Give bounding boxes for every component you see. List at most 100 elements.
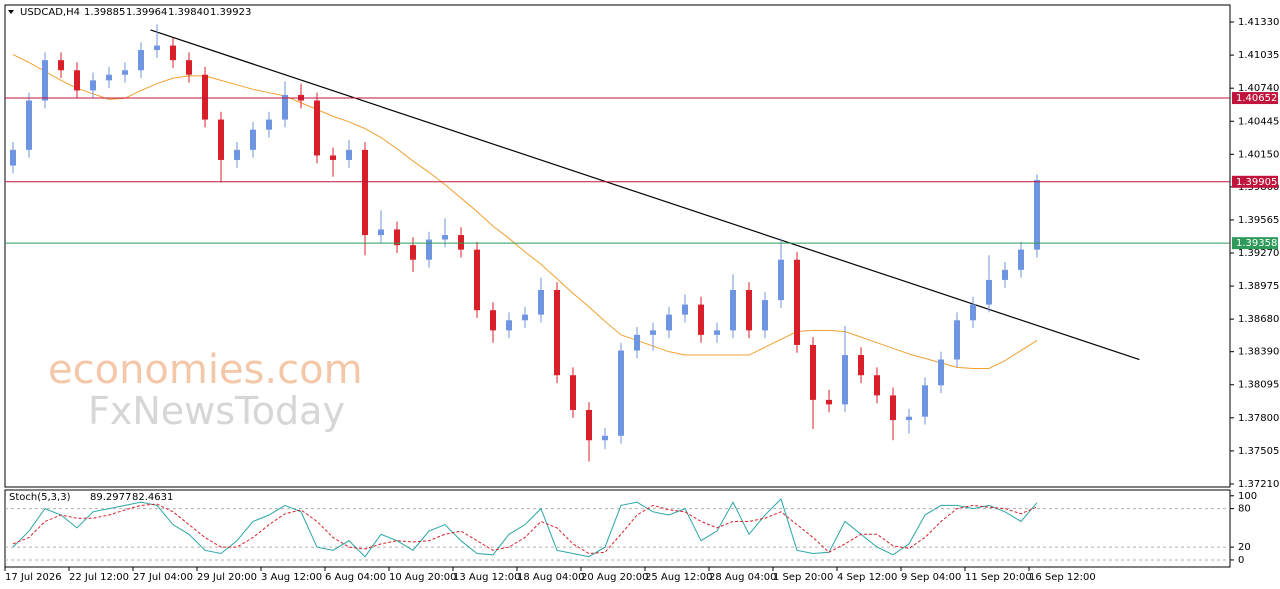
candle-body	[970, 304, 976, 321]
candle-body	[906, 416, 912, 421]
candle-body	[122, 70, 128, 75]
y-tick-label: 1.38680	[1238, 314, 1279, 325]
watermark: FxNewsToday	[88, 389, 345, 433]
candle-body	[138, 50, 144, 71]
stoch-pane	[4, 489, 1231, 568]
candle-body	[666, 314, 672, 331]
moving-average	[12, 54, 1038, 369]
candle-body	[922, 385, 928, 417]
price-level-box	[1232, 92, 1278, 105]
candle-body	[570, 375, 576, 410]
candle-body	[682, 304, 688, 315]
y-tick-label: 80	[1238, 504, 1251, 515]
candle-body	[154, 45, 160, 51]
candle-body	[362, 149, 368, 236]
candle-body	[378, 229, 384, 236]
candle-body	[10, 149, 16, 166]
candle-body	[810, 344, 816, 400]
candle-body	[106, 74, 112, 81]
candle-body	[1034, 180, 1040, 250]
candle-body	[986, 279, 992, 305]
x-tick-label: 4 Sep 12:00	[837, 572, 897, 583]
candle-body	[746, 290, 752, 331]
candle-body	[26, 100, 32, 150]
quote: 1.39923	[210, 7, 251, 18]
candle-body	[602, 435, 608, 441]
candle-body	[1002, 269, 1008, 280]
stoch-value: 82.4631	[132, 492, 173, 503]
x-tick-label: 28 Aug 04:00	[709, 572, 776, 583]
candle-body	[250, 129, 256, 150]
y-tick-label: 1.40740	[1238, 83, 1279, 94]
x-tick-label: 16 Sep 12:00	[1029, 572, 1096, 583]
y-tick-label: 1.41035	[1238, 50, 1279, 61]
y-tick-label: 1.41330	[1238, 17, 1279, 28]
candle-body	[858, 355, 864, 376]
watermark: economies.com	[48, 347, 363, 393]
candle-body	[842, 355, 848, 405]
x-tick-label: 18 Aug 04:00	[517, 572, 584, 583]
candle-body	[1018, 249, 1024, 270]
candle-body	[426, 239, 432, 260]
x-tick-label: 29 Jul 20:00	[197, 572, 257, 583]
candle-body	[778, 259, 784, 301]
candle-body	[74, 70, 80, 91]
candle-body	[218, 119, 224, 160]
x-tick-label: 11 Sep 20:00	[965, 572, 1032, 583]
candle-body	[202, 74, 208, 120]
y-tick-label: 20	[1238, 542, 1251, 553]
y-tick-label: 0	[1238, 555, 1244, 566]
x-tick-label: 25 Aug 12:00	[645, 572, 712, 583]
candle-body	[586, 409, 592, 441]
menu-arrow[interactable]	[8, 10, 14, 14]
candle-body	[522, 314, 528, 321]
candle-body	[650, 330, 656, 335]
y-tick-label: 1.39270	[1238, 248, 1279, 259]
y-tick-label: 1.38095	[1238, 380, 1279, 391]
quote: 1.39840	[168, 7, 209, 18]
x-tick-label: 17 Jul 2026	[5, 572, 62, 583]
candle-body	[346, 149, 352, 160]
candle-body	[314, 100, 320, 156]
x-tick-label: 6 Aug 04:00	[325, 572, 386, 583]
candle-body	[170, 45, 176, 61]
price-level-label: 1.39905	[1236, 177, 1277, 188]
candle-body	[330, 155, 336, 160]
candle-body	[826, 399, 832, 405]
stoch-value: 89.2977	[90, 492, 131, 503]
candle-body	[714, 330, 720, 335]
price-level-box	[1232, 237, 1278, 250]
x-tick-label: 10 Aug 20:00	[389, 572, 456, 583]
symbol: USDCAD,H4	[20, 7, 80, 18]
candle-body	[474, 249, 480, 311]
y-tick-label: 1.37505	[1238, 446, 1279, 457]
y-tick-label: 1.37210	[1238, 479, 1279, 490]
price-pane	[4, 4, 1231, 488]
candle-body	[874, 375, 880, 396]
y-tick-label: 1.38975	[1238, 281, 1279, 292]
candle-body	[42, 60, 48, 101]
candle-body	[442, 235, 448, 240]
stoch-title: Stoch(5,3,3)	[9, 492, 71, 503]
candle-body	[506, 320, 512, 331]
candle-body	[938, 359, 944, 386]
candle-body	[554, 290, 560, 376]
price-level-label: 1.39358	[1236, 238, 1277, 249]
candle-body	[410, 245, 416, 260]
candle-body	[266, 119, 272, 130]
candle-body	[762, 300, 768, 331]
candle-body	[698, 304, 704, 335]
candle-body	[730, 290, 736, 331]
x-tick-label: 20 Aug 20:00	[581, 572, 648, 583]
candle-body	[794, 259, 800, 345]
y-tick-label: 1.37800	[1238, 413, 1279, 424]
quote: 1.39885	[84, 7, 125, 18]
price-level-label: 1.40652	[1236, 93, 1277, 104]
candle-body	[618, 350, 624, 436]
candle-body	[490, 310, 496, 331]
candle-body	[634, 334, 640, 351]
y-tick-label: 1.38390	[1238, 347, 1279, 358]
price-level-box	[1232, 175, 1278, 188]
candle-body	[90, 80, 96, 91]
candle-body	[58, 60, 64, 71]
